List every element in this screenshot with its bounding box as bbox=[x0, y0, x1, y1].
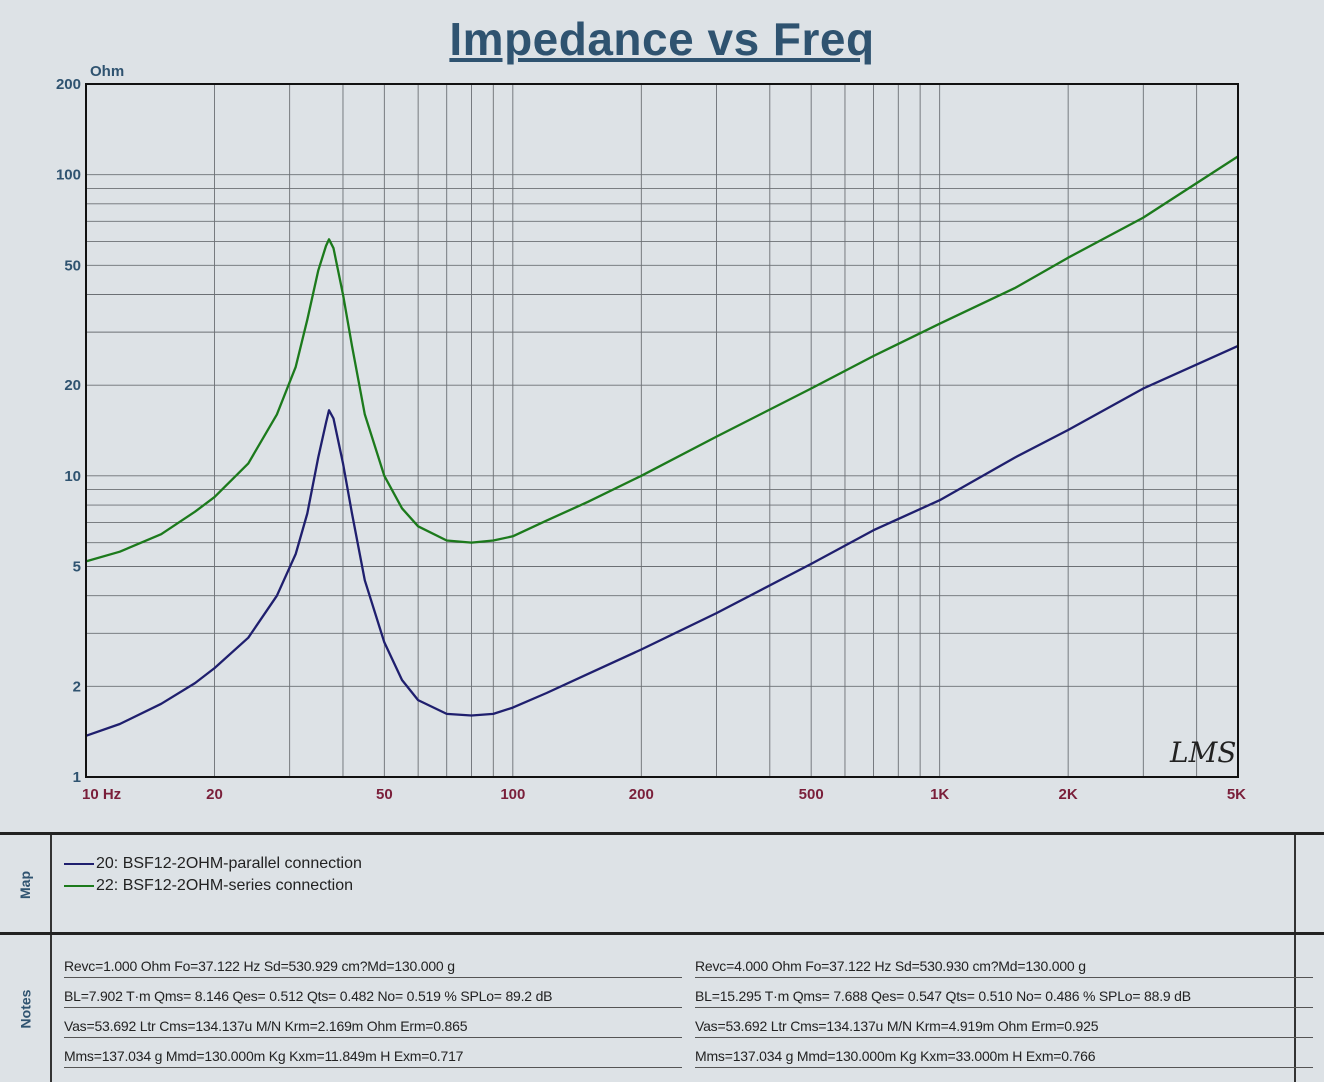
note-left-line-4: Mms=137.034 g Mmd=130.000m Kg Kxm=11.849… bbox=[64, 1045, 682, 1068]
x-tick-label: 5K bbox=[1227, 786, 1246, 803]
legend-item-series[interactable]: 22: BSF12-2OHM-series connection bbox=[64, 877, 353, 895]
note-right-line-4: Mms=137.034 g Mmd=130.000m Kg Kxm=33.000… bbox=[695, 1045, 1313, 1068]
notes-body: Revc=1.000 Ohm Fo=37.122 Hz Sd=530.929 c… bbox=[52, 935, 1313, 1082]
x-tick-label: 20 bbox=[206, 786, 223, 803]
y-tick-label: 2 bbox=[73, 678, 81, 695]
note-left-line-2: BL=7.902 T·m Qms= 8.146 Qes= 0.512 Qts= … bbox=[64, 985, 682, 1008]
x-tick-label: 10 Hz bbox=[82, 786, 121, 803]
note-left-line-3: Vas=53.692 Ltr Cms=134.137u M/N Krm=2.16… bbox=[64, 1015, 682, 1038]
y-tick-label: 50 bbox=[64, 257, 81, 274]
note-left-line-1: Revc=1.000 Ohm Fo=37.122 Hz Sd=530.929 c… bbox=[64, 955, 682, 978]
series-line-series bbox=[85, 155, 1239, 563]
map-tab[interactable]: Map bbox=[0, 835, 52, 935]
notes-tab[interactable]: Notes bbox=[0, 935, 52, 1082]
notes-panel: Notes Revc=1.000 Ohm Fo=37.122 Hz Sd=530… bbox=[0, 932, 1324, 1082]
y-axis-label: Ohm bbox=[90, 63, 124, 80]
x-tick-label: 500 bbox=[799, 786, 824, 803]
plot-frame bbox=[85, 83, 1239, 778]
chart-area: Impedance vs Freq 10 Hz 20 50 100 200 500 1K 2K… bbox=[55, 13, 1247, 803]
x-tick-label: 200 bbox=[629, 786, 654, 803]
y-tick-label: 100 bbox=[56, 167, 81, 184]
lms-watermark: LMS bbox=[1169, 736, 1236, 769]
note-right-line-2: BL=15.295 T·m Qms= 7.688 Qes= 0.547 Qts=… bbox=[695, 985, 1313, 1008]
y-tick-label: 20 bbox=[64, 377, 81, 394]
note-right-line-1: Revc=4.000 Ohm Fo=37.122 Hz Sd=530.930 c… bbox=[695, 955, 1313, 978]
y-tick-label: 10 bbox=[64, 468, 81, 485]
map-body: 20: BSF12-2OHM-parallel connection 22: B… bbox=[52, 835, 1296, 935]
x-tick-label: 2K bbox=[1059, 786, 1078, 803]
y-tick-label: 200 bbox=[56, 76, 81, 93]
x-tick-label: 50 bbox=[376, 786, 393, 803]
x-tick-label: 100 bbox=[500, 786, 525, 803]
x-tick-label: 1K bbox=[930, 786, 949, 803]
legend-label-series: 22: BSF12-2OHM-series connection bbox=[96, 877, 353, 894]
impedance-plot: 10 Hz 20 50 100 200 500 1K 2K 5K125102050100200 … bbox=[56, 63, 1246, 803]
legend-label-parallel: 20: BSF12-2OHM-parallel connection bbox=[96, 855, 362, 872]
legend-item-parallel[interactable]: 20: BSF12-2OHM-parallel connection bbox=[64, 855, 362, 873]
legend-swatch-series bbox=[64, 885, 94, 887]
chart-title: Impedance vs Freq bbox=[449, 13, 875, 65]
note-right-line-3: Vas=53.692 Ltr Cms=134.137u M/N Krm=4.91… bbox=[695, 1015, 1313, 1038]
legend-swatch-parallel bbox=[64, 863, 94, 865]
y-tick-label: 1 bbox=[73, 769, 81, 786]
y-tick-label: 5 bbox=[73, 558, 81, 575]
series-line-parallel bbox=[85, 344, 1239, 737]
map-panel: Map 20: BSF12-2OHM-parallel connection 2… bbox=[0, 832, 1324, 935]
